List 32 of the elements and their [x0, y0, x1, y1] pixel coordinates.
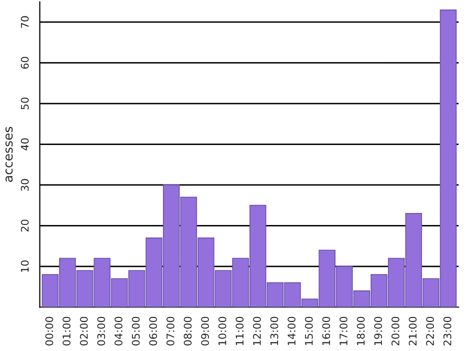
x-tick-label: 15:00 — [304, 316, 313, 346]
y-tick-label: 20 — [20, 220, 29, 232]
y-tick-label: 30 — [20, 179, 29, 191]
x-tick-label: 22:00 — [426, 316, 434, 346]
x-tick-label: 11:00 — [236, 316, 244, 346]
x-tick-label: 18:00 — [356, 316, 365, 346]
x-tick-label: 20:00 — [391, 316, 400, 346]
x-tick-label: 17:00 — [340, 316, 348, 346]
x-tick-label: 21:00 — [408, 316, 417, 346]
y-tick-label: 70 — [20, 16, 29, 28]
x-tick-label: 10:00 — [218, 316, 226, 346]
y-tick-label: 10 — [20, 260, 29, 272]
x-tick-label: 05:00 — [132, 316, 140, 346]
x-tick-label: 08:00 — [184, 316, 192, 346]
x-tick-label: 14:00 — [288, 316, 296, 346]
y-axis-title: accesses — [6, 126, 13, 182]
x-tick-label: 03:00 — [97, 316, 106, 346]
x-tick-label: 04:00 — [114, 316, 122, 346]
x-tick-label: 01:00 — [62, 316, 70, 346]
x-tick-label: 13:00 — [270, 316, 278, 346]
x-tick-label: 00:00 — [45, 316, 54, 346]
y-tick-label: 40 — [20, 138, 29, 150]
x-tick-label: 06:00 — [149, 316, 158, 346]
x-tick-label: 07:00 — [166, 316, 174, 346]
x-tick-label: 02:00 — [80, 316, 88, 346]
y-tick-label: 50 — [20, 98, 29, 110]
x-tick-label: 16:00 — [322, 316, 330, 346]
x-tick-label: 12:00 — [253, 316, 261, 346]
x-tick-label: 23:00 — [443, 316, 452, 346]
y-tick-label: 60 — [20, 56, 29, 69]
x-tick-label: 19:00 — [374, 316, 382, 346]
x-tick-label: 09:00 — [201, 316, 209, 346]
